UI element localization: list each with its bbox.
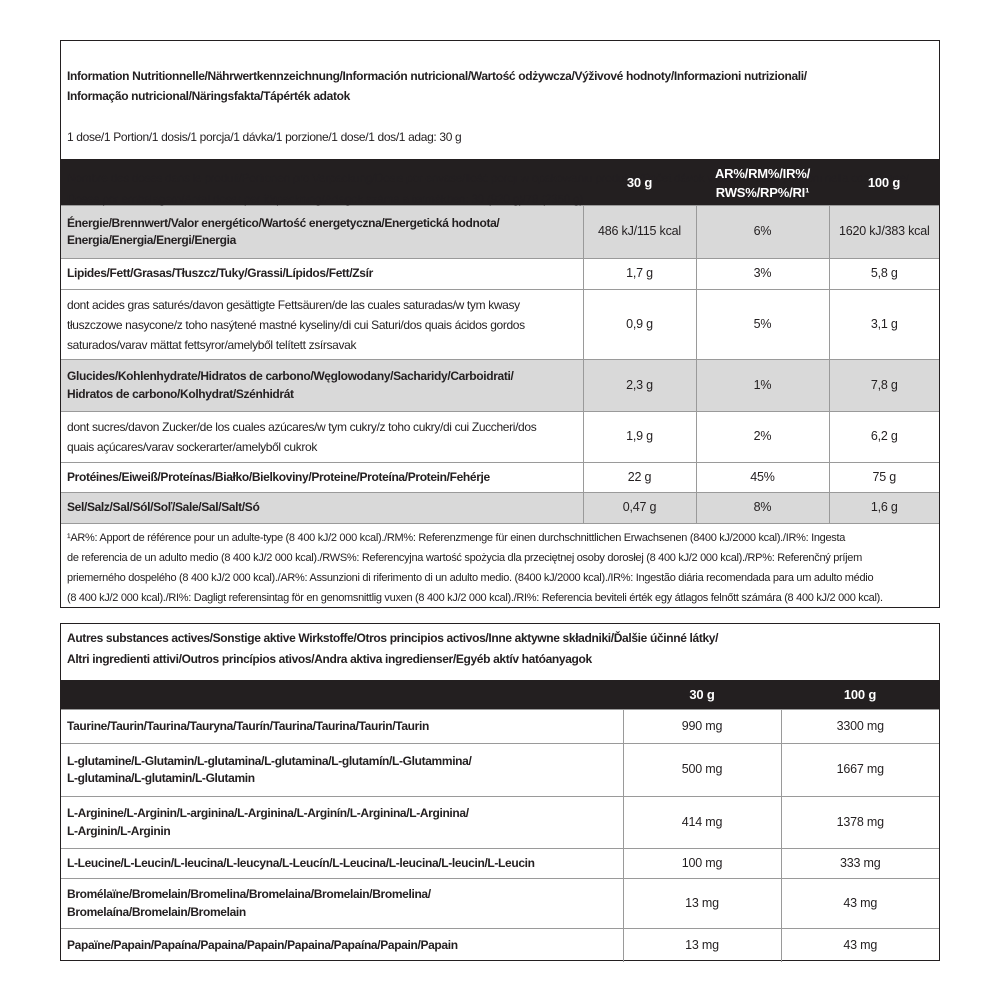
value-cell: 3300 mg [780,709,939,744]
nutrient-row: Glucides/Kohlenhydrate/Hidratos de carbo… [61,359,939,412]
nutrient-row: dont acides gras saturés/davon gesättigt… [61,289,939,360]
nutrient-row: Lipides/Fett/Grasas/Tłuszcz/Tuky/Grassi/… [61,258,939,290]
actives-title: Autres substances actives/Sonstige aktiv… [67,631,719,666]
value-cell: 1% [695,359,829,412]
value-cell: 2,3 g [582,359,696,412]
value-cell: 0,9 g [582,289,696,360]
value-cell: 8% [695,492,829,523]
header-cell: 30 g [623,680,781,710]
value-cell: 1378 mg [780,796,939,849]
active-row: L-Arginine/L-Arginin/L-arginina/L-Argini… [61,796,939,849]
value-cell: 6,2 g [828,411,939,463]
actives-table: 30 g 100 g Taurine/Taurin/Taurina/Tauryn… [61,680,939,962]
value-cell: 990 mg [622,709,781,744]
value-cell: 1,9 g [582,411,696,463]
value-cell: 5% [695,289,829,360]
active-row: Bromélaïne/Bromelain/Bromelina/Bromelain… [61,878,939,929]
nutrient-row: Sel/Salz/Sal/Sól/Soľ/Sale/Sal/Salt/Só 0,… [61,492,939,523]
active-label: L-glutamine/L-Glutamin/L-glutamina/L-glu… [61,743,623,797]
value-cell: 333 mg [780,848,939,879]
active-row: L-glutamine/L-Glutamin/L-glutamina/L-glu… [61,743,939,797]
value-cell: 1667 mg [780,743,939,797]
nutrient-label: dont acides gras saturés/davon gesättigt… [61,289,583,360]
nutrition-panel: Information Nutritionnelle/Nährwertkennz… [60,40,940,608]
value-cell: 486 kJ/115 kcal [582,205,696,259]
nutrient-label: dont sucres/davon Zucker/de los cuales a… [61,411,583,463]
active-label: L-Leucine/L-Leucin/L-leucina/L-leucyna/L… [61,848,623,879]
nutrient-label: Lipides/Fett/Grasas/Tłuszcz/Tuky/Grassi/… [61,258,583,290]
value-cell: 43 mg [780,878,939,929]
header-row: 30 g 100 g [61,680,939,710]
value-cell: 75 g [828,462,939,493]
value-cell: 0,47 g [582,492,696,523]
active-label: Taurine/Taurin/Taurina/Tauryna/Taurín/Ta… [61,709,623,744]
value-cell: 500 mg [622,743,781,797]
header-cell: 100 g [781,680,939,710]
value-cell: 1620 kJ/383 kcal [828,205,939,259]
active-label: Papaïne/Papain/Papaína/Papaina/Papain/Pa… [61,928,623,962]
value-cell: 5,8 g [828,258,939,290]
value-cell: 43 mg [780,928,939,962]
footnote: ¹AR%: Apport de référence pour un adulte… [61,522,939,609]
header-cell [61,680,623,710]
header-cell: 100 g [829,159,939,206]
nutrient-label: Protéines/Eiweiß/Proteínas/Białko/Bielko… [61,462,583,493]
header-row: 30 g AR%/RM%/IR%/ RWS%/RP%/RI¹ 100 g [61,159,939,206]
header-cell: 30 g [583,159,696,206]
active-row: Taurine/Taurin/Taurina/Tauryna/Taurín/Ta… [61,709,939,744]
value-cell: 3,1 g [828,289,939,360]
value-cell: 100 mg [622,848,781,879]
value-cell: 13 mg [622,878,781,929]
value-cell: 1,7 g [582,258,696,290]
header-cell: AR%/RM%/IR%/ RWS%/RP%/RI¹ [696,159,829,206]
active-label: Bromélaïne/Bromelain/Bromelina/Bromelain… [61,878,623,929]
header-cell [61,159,583,206]
serving-size: 1 dose/1 Portion/1 dosis/1 porcja/1 dávk… [67,130,462,144]
nutrition-header: Information Nutritionnelle/Nährwertkennz… [61,41,939,206]
value-cell: 45% [695,462,829,493]
nutrition-table: 30 g AR%/RM%/IR%/ RWS%/RP%/RI¹ 100 g Éne… [61,159,939,523]
nutrient-row: Énergie/Brennwert/Valor energético/Warto… [61,205,939,259]
active-row: L-Leucine/L-Leucin/L-leucina/L-leucyna/L… [61,848,939,879]
value-cell: 7,8 g [828,359,939,412]
value-cell: 414 mg [622,796,781,849]
value-cell: 2% [695,411,829,463]
value-cell: 13 mg [622,928,781,962]
active-row: Papaïne/Papain/Papaína/Papaina/Papain/Pa… [61,928,939,962]
value-cell: 22 g [582,462,696,493]
nutrient-row: Protéines/Eiweiß/Proteínas/Białko/Bielko… [61,462,939,493]
active-label: L-Arginine/L-Arginin/L-arginina/L-Argini… [61,796,623,849]
actives-panel: Autres substances actives/Sonstige aktiv… [60,623,940,962]
nutrient-label: Sel/Salz/Sal/Sól/Soľ/Sale/Sal/Salt/Só [61,492,583,523]
value-cell: 1,6 g [828,492,939,523]
value-cell: 3% [695,258,829,290]
nutrient-row: dont sucres/davon Zucker/de los cuales a… [61,411,939,463]
value-cell: 6% [695,205,829,259]
nutrient-label: Énergie/Brennwert/Valor energético/Warto… [61,205,583,259]
nutrition-title: Information Nutritionnelle/Nährwertkennz… [67,68,807,104]
nutrient-label: Glucides/Kohlenhydrate/Hidratos de carbo… [61,359,583,412]
